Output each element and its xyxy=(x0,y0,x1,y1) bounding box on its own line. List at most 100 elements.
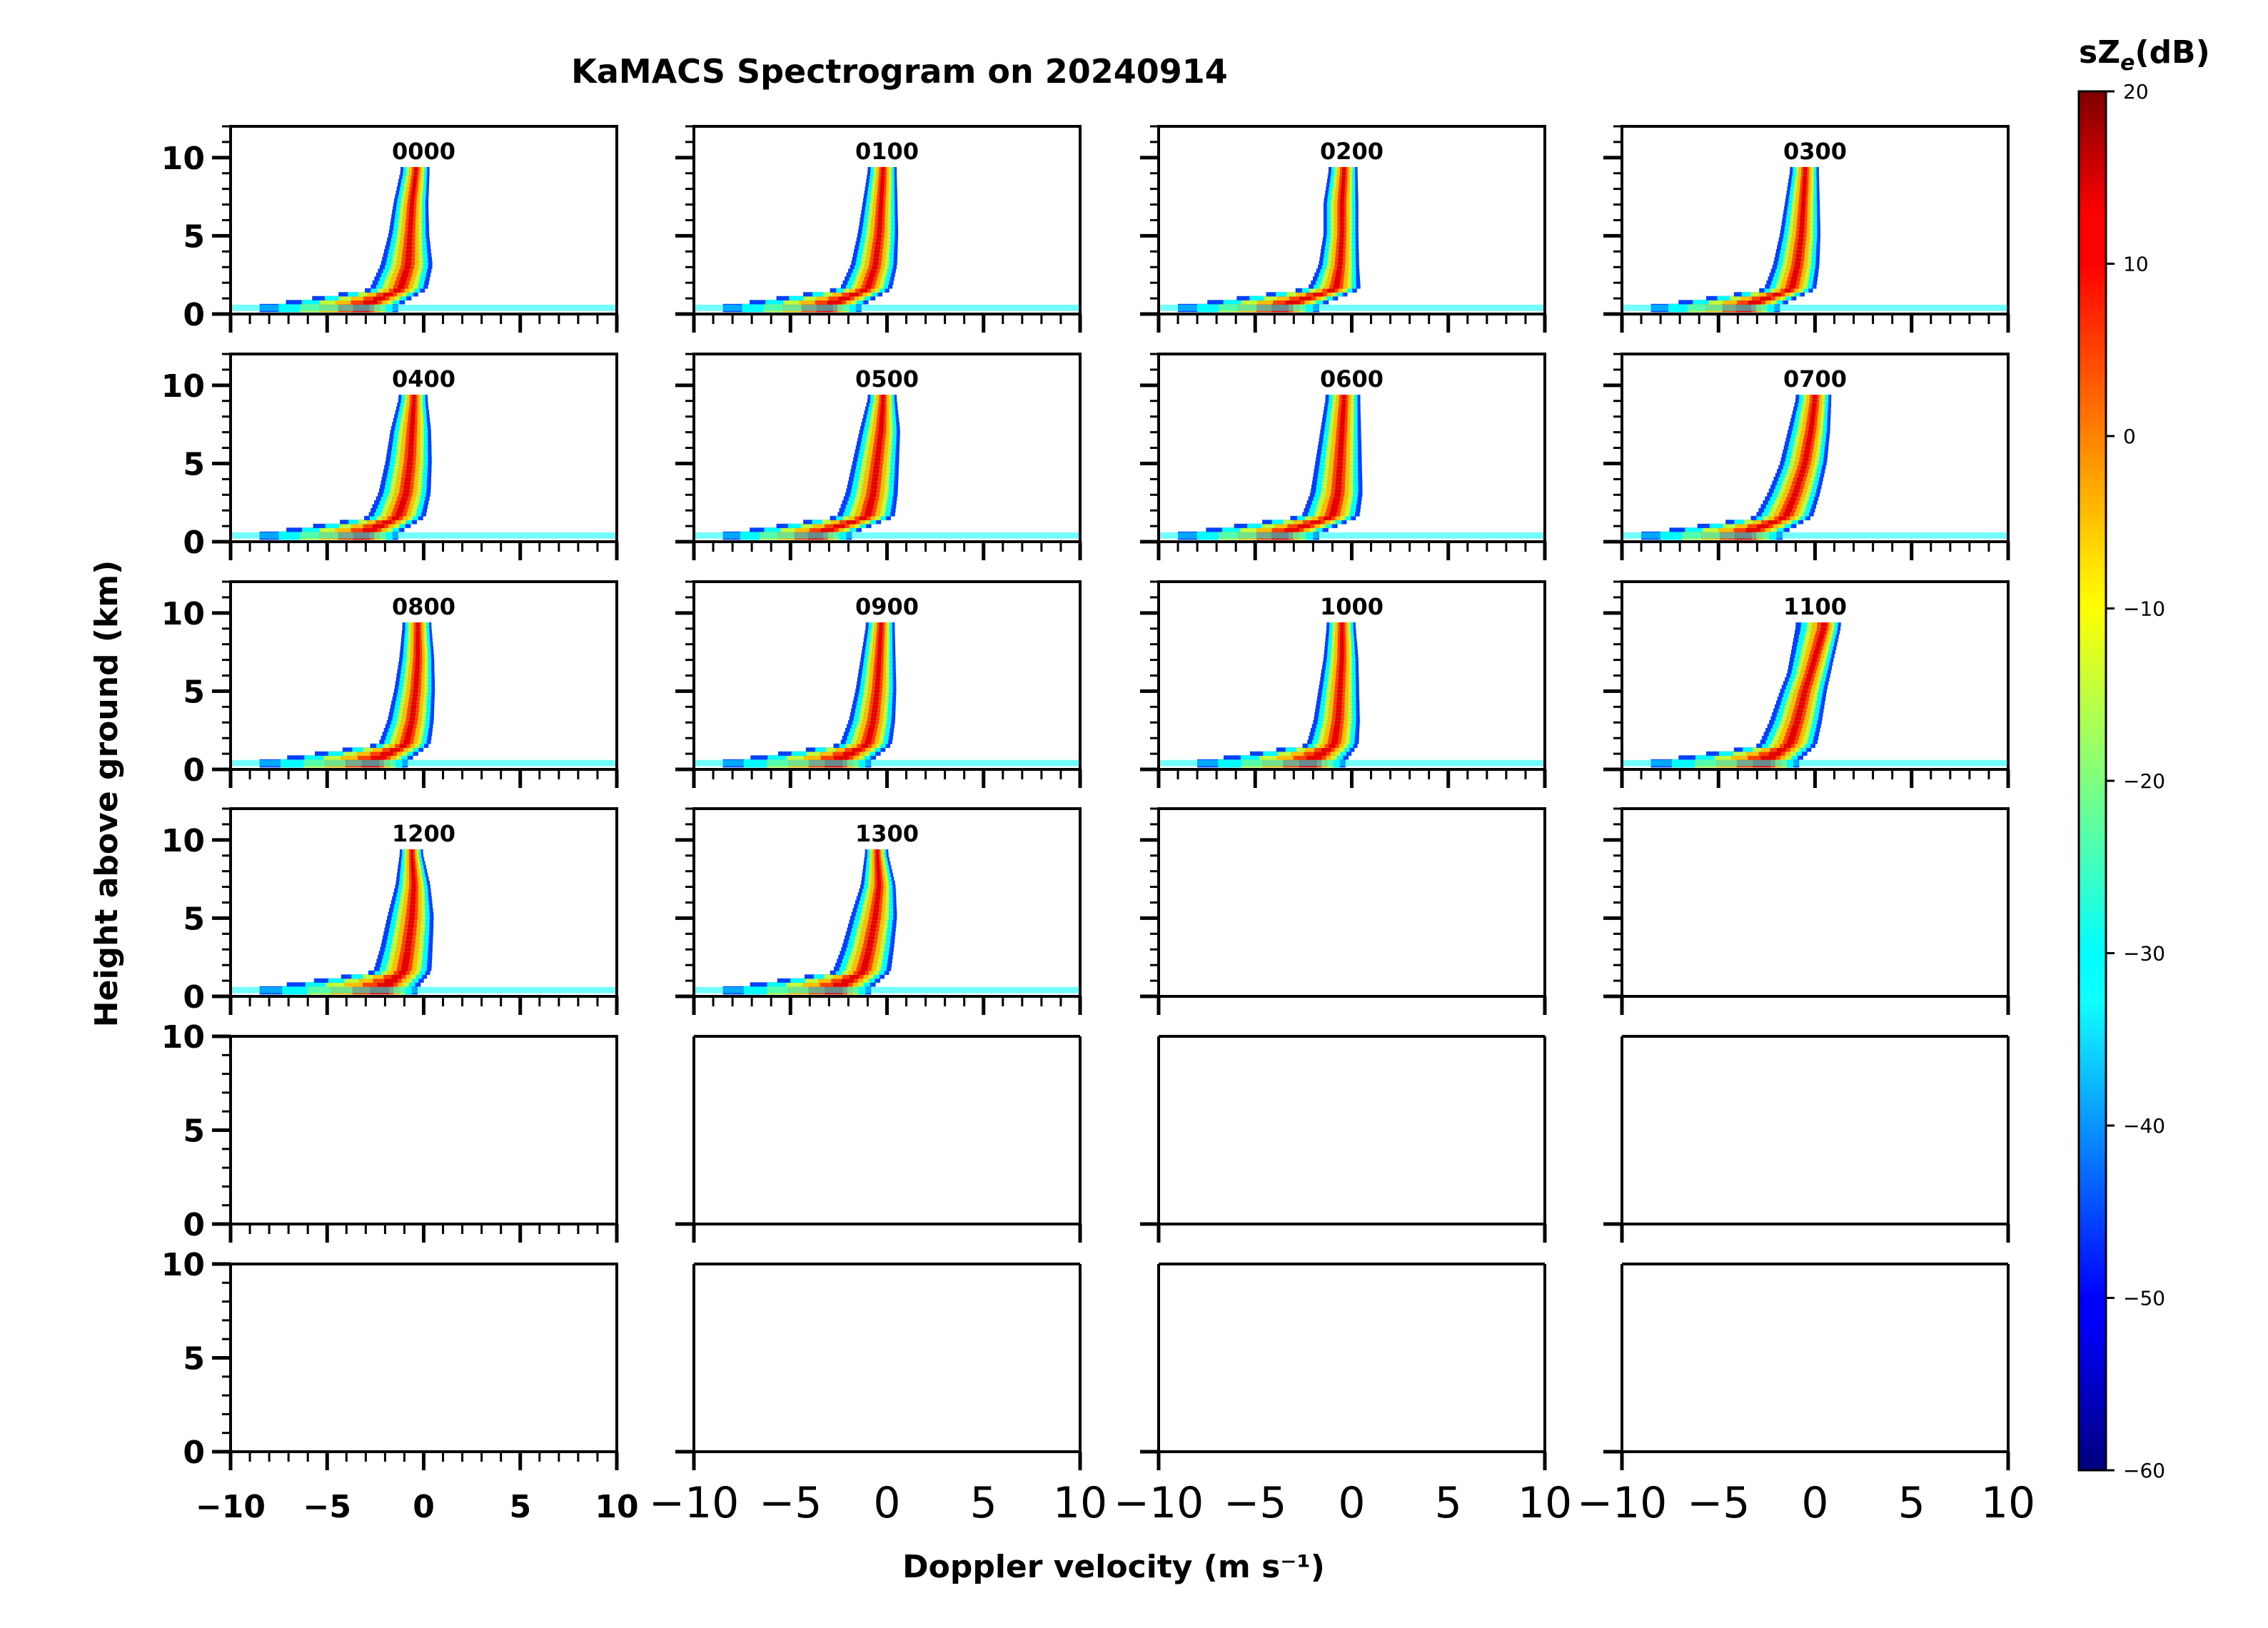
spectrum-cell xyxy=(410,414,415,419)
spectrum-cell xyxy=(413,684,418,689)
x-tick-label: −5 xyxy=(759,1478,822,1528)
spectrum-cell xyxy=(1790,732,1797,737)
spectrum-cell xyxy=(398,970,406,975)
panel-time-label: 0000 xyxy=(392,138,455,165)
y-tick-label: 5 xyxy=(183,446,205,482)
colorbar: sZe(dB) 20 10 0 −10 −20 −30 −40 −50 −60 xyxy=(2077,34,2210,1482)
spectrum-cell xyxy=(867,939,874,944)
spectrum-cell xyxy=(1803,684,1809,689)
spectrum-cell xyxy=(867,500,875,505)
colorbar-tick-label: −60 xyxy=(2123,1459,2165,1482)
spectrum-cell xyxy=(868,496,875,501)
spectrum-cell xyxy=(408,221,413,226)
spectrum-cell xyxy=(391,974,402,979)
spectrum-cell xyxy=(1810,414,1815,419)
y-tick-label: 10 xyxy=(161,823,205,859)
spectrum-cell xyxy=(866,735,872,740)
spectrum-heatmap xyxy=(1622,622,2008,768)
spectrum-cell xyxy=(410,896,415,901)
panel-21: 0 5 10 −10 −5 0 5 10 xyxy=(161,1247,639,1525)
y-ticks xyxy=(1140,353,1159,544)
spectrum-cell xyxy=(408,213,414,218)
spectrum-cell xyxy=(411,406,415,411)
spectrum-cell xyxy=(877,226,882,231)
spectrum-cell xyxy=(231,304,617,311)
spectrum-cell xyxy=(408,720,415,725)
spectrum-cell xyxy=(405,939,412,944)
x-tick-label: −10 xyxy=(196,1489,266,1525)
spectrum-cell xyxy=(849,292,859,297)
spectrum-cell xyxy=(880,182,884,187)
panel-15 xyxy=(1140,807,1547,1015)
spectrum-cell xyxy=(415,634,420,639)
spectrum-cell xyxy=(1803,457,1809,462)
colorbar-tick-label: 0 xyxy=(2123,425,2136,448)
spectrum-cell xyxy=(827,300,842,305)
spectrum-cell xyxy=(363,300,378,305)
spectrum-cell xyxy=(408,916,415,921)
spectrum-cell xyxy=(879,622,883,627)
spectrum-cell xyxy=(1333,732,1339,737)
colorbar-gradient xyxy=(2077,90,2107,1472)
spectrum-cell xyxy=(410,861,415,866)
x-ticks xyxy=(1620,996,2010,1015)
spectrum-cell xyxy=(877,872,881,877)
spectrum-cell xyxy=(406,241,413,246)
spectrum-cell xyxy=(1341,174,1346,179)
spectrum-cell xyxy=(1799,700,1805,705)
spectrum-cell xyxy=(1339,249,1344,254)
spectrum-heatmap xyxy=(1159,395,1545,540)
spectrum-cell xyxy=(408,924,414,929)
spectrum-cell xyxy=(874,904,880,909)
spectrum-cell xyxy=(880,190,884,195)
y-tick-label: 10 xyxy=(161,1019,205,1056)
spectrum-cell xyxy=(371,755,386,760)
spectrum-cell xyxy=(872,261,879,266)
spectrum-cell xyxy=(880,418,884,423)
spectrum-cell xyxy=(1815,645,1820,650)
spectrum-cell xyxy=(413,692,418,697)
spectrum-cell xyxy=(1748,300,1762,305)
spectrum-cell xyxy=(1810,418,1815,423)
spectrum-cell xyxy=(1340,645,1344,650)
spectrum-cell xyxy=(403,954,410,959)
spectrum-cell xyxy=(414,167,418,172)
spectrum-cell xyxy=(862,959,870,964)
colorbar-tick-label: −30 xyxy=(2123,942,2165,966)
spectrum-cell xyxy=(833,982,849,987)
spectrum-cell xyxy=(850,974,860,979)
spectrum-heatmap xyxy=(1159,167,1545,313)
colorbar-tick-label: 20 xyxy=(2123,80,2149,103)
panel-4: 0300 xyxy=(1603,125,2010,333)
spectrum-cell xyxy=(390,747,400,752)
spectrum-cell xyxy=(871,485,877,490)
spectrum-cell xyxy=(1336,472,1342,477)
spectrum-cell xyxy=(410,704,417,709)
x-tick-label: 10 xyxy=(1518,1478,1572,1528)
spectrum-cell xyxy=(1335,276,1341,281)
spectrum-heatmap xyxy=(231,395,617,540)
spectrum-cell xyxy=(875,241,881,246)
spectrum-cell xyxy=(1339,218,1344,223)
spectrum-cell xyxy=(1340,194,1345,199)
colorbar-tick-label: −40 xyxy=(2123,1114,2165,1138)
y-tick-label: 5 xyxy=(183,901,205,937)
spectrum-cell xyxy=(1776,747,1786,752)
spectrum-cell xyxy=(876,445,882,450)
spectrum-cell xyxy=(1798,237,1803,242)
spectrum-cell xyxy=(1336,697,1342,702)
spectrum-cell xyxy=(1809,665,1815,670)
x-ticks xyxy=(1620,542,2010,560)
spectrum-cell xyxy=(1340,634,1344,639)
spectrum-cell xyxy=(405,472,412,477)
spectrum-cell xyxy=(398,284,405,289)
spectrum-cell xyxy=(1334,492,1341,497)
spectrum-cell xyxy=(408,453,413,458)
spectrum-cell xyxy=(1808,669,1814,674)
spectrum-cell xyxy=(1807,673,1813,678)
spectrum-cell xyxy=(408,449,413,454)
spectrum-cell xyxy=(877,657,882,662)
spectrum-cell xyxy=(1336,469,1343,474)
spectrum-cell xyxy=(1329,512,1336,517)
spectrum-cell xyxy=(1341,395,1346,400)
